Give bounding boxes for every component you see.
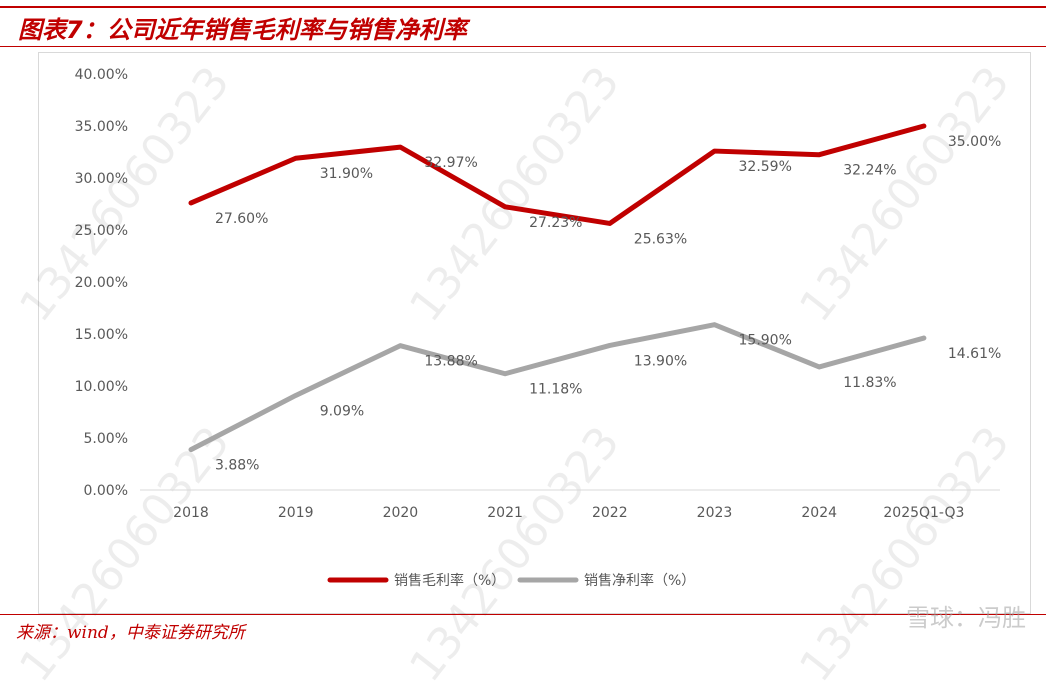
source-note: 来源：wind，中泰证券研究所	[16, 623, 245, 643]
gross-margin-data-label: 25.63%	[634, 231, 687, 247]
bottom-rule	[0, 614, 1046, 615]
line-chart: 0.00% 5.00% 10.00% 15.00% 20.00% 25.00% 30.00%…	[75, 67, 1002, 589]
legend-label-gross: 销售毛利率（%）	[394, 572, 505, 589]
net-margin-data-label: 9.09%	[320, 403, 364, 419]
x-tick-label: 2021	[487, 505, 523, 521]
y-tick-label: 5.00%	[84, 431, 128, 447]
net-margin-line	[188, 322, 927, 453]
y-tick-label: 10.00%	[75, 379, 128, 395]
gross-margin-data-label: 27.23%	[529, 215, 582, 231]
y-tick-label: 0.00%	[84, 483, 128, 499]
y-tick-label: 30.00%	[75, 171, 128, 187]
chart-frame	[38, 52, 1031, 614]
y-tick-label: 15.00%	[75, 327, 128, 343]
y-tick-label: 35.00%	[75, 119, 128, 135]
title-rule	[0, 46, 1046, 47]
net-margin-data-label: 13.88%	[424, 354, 477, 370]
y-tick-label: 40.00%	[75, 67, 128, 83]
x-tick-label: 2023	[697, 505, 733, 521]
net-margin-data-label: 14.61%	[948, 346, 1001, 362]
x-tick-label: 2025Q1-Q3	[883, 505, 964, 521]
gross-margin-line	[188, 123, 927, 226]
net-margin-data-label: 3.88%	[215, 458, 259, 474]
gross-margin-data-label: 32.24%	[843, 163, 896, 179]
x-tick-label: 2022	[592, 505, 628, 521]
gross-margin-data-label: 35.00%	[948, 134, 1001, 150]
y-tick-label: 25.00%	[75, 223, 128, 239]
figure-title: 图表7：公司近年销售毛利率与销售净利率	[18, 16, 467, 44]
net-margin-data-label: 15.90%	[739, 333, 792, 349]
gross-margin-data-label: 32.97%	[424, 155, 477, 171]
legend-label-net: 销售净利率（%）	[584, 572, 695, 589]
x-tick-label: 2020	[383, 505, 419, 521]
net-margin-data-label: 11.18%	[529, 382, 582, 398]
brand-mark: 雪球：冯胜	[906, 604, 1026, 632]
x-tick-label: 2024	[801, 505, 837, 521]
net-margin-data-label: 13.90%	[634, 353, 687, 369]
gross-margin-data-label: 27.60%	[215, 211, 268, 227]
y-tick-label: 20.00%	[75, 275, 128, 291]
gross-margin-data-label: 31.90%	[320, 166, 373, 182]
top-rule	[0, 6, 1046, 8]
x-tick-label: 2019	[278, 505, 314, 521]
net-margin-data-label: 11.83%	[843, 375, 896, 391]
x-tick-label: 2018	[173, 505, 209, 521]
gross-margin-data-label: 32.59%	[739, 159, 792, 175]
